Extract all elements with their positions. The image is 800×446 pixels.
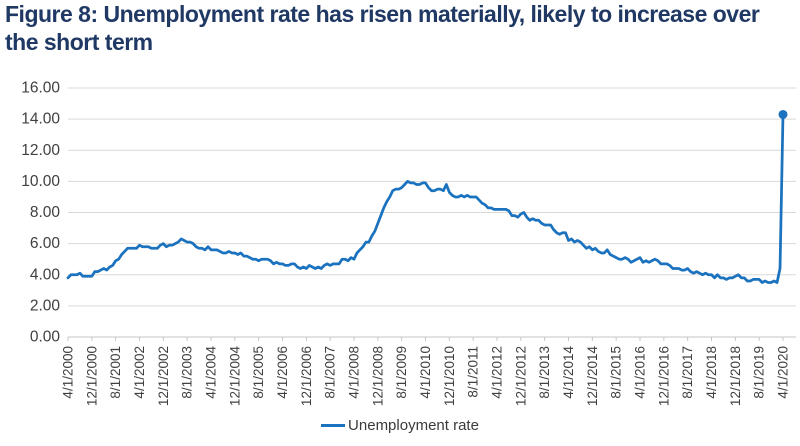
y-axis-tick-label: 12.00 [21, 142, 60, 159]
x-axis-tick-label: 12/1/2014 [585, 346, 600, 407]
y-axis-tick-label: 0.00 [30, 329, 61, 346]
x-axis-tick-label: 12/1/2016 [656, 346, 671, 406]
x-axis-tick-label: 8/1/2005 [251, 346, 266, 399]
legend-line-swatch [321, 424, 346, 427]
x-axis-tick-label: 8/1/2017 [680, 346, 695, 399]
x-axis-tick-label: 8/1/2019 [752, 346, 767, 399]
x-axis-tick-label: 4/1/2016 [633, 346, 648, 399]
y-axis-tick-label: 6.00 [30, 235, 61, 252]
x-axis-tick-label: 8/1/2001 [108, 346, 123, 399]
last-point-marker [778, 109, 788, 119]
y-axis-tick-label: 2.00 [30, 297, 61, 314]
x-axis-tick-label: 4/1/2004 [204, 346, 219, 399]
y-axis-tick-label: 16.00 [21, 80, 60, 97]
figure-title: Figure 8: Unemployment rate has risen ma… [5, 1, 760, 55]
chart-legend: Unemployment rate [0, 417, 800, 434]
y-axis-tick-label: 4.00 [30, 266, 61, 283]
x-axis-tick-label: 4/1/2000 [61, 346, 76, 399]
x-axis-tick-label: 4/1/2012 [490, 346, 505, 399]
x-axis-tick-label: 4/1/2006 [275, 346, 290, 399]
x-axis-tick-label: 4/1/2002 [132, 346, 147, 399]
y-axis-tick-label: 14.00 [21, 111, 60, 128]
x-axis-tick-label: 12/1/2018 [728, 346, 743, 406]
x-axis-tick-label: 12/1/2004 [227, 346, 242, 407]
x-axis-tick-label: 4/1/2018 [704, 346, 719, 399]
x-axis-tick-label: 4/1/2014 [561, 346, 576, 399]
x-axis-tick-label: 8/1/2013 [537, 346, 552, 399]
x-axis-tick-label: 8/1/2007 [323, 346, 338, 399]
x-axis-tick-label: 4/1/2020 [776, 346, 791, 399]
x-axis-tick-label: 8/1/2015 [609, 346, 624, 399]
x-axis-tick-label: 12/1/2010 [442, 346, 457, 406]
unemployment-rate-line-chart: 0.00 2.00 4.00 6.00 8.00 10.00 12.00 14.00 16.00… [21, 80, 796, 407]
x-axis-tick-label: 8/1/2011 [466, 346, 481, 398]
y-axis-tick-label: 10.00 [21, 173, 60, 190]
x-axis-tick-label: 12/1/2006 [299, 346, 314, 406]
x-axis-tick-label: 12/1/2012 [513, 346, 528, 406]
legend-label: Unemployment rate [348, 417, 479, 434]
x-axis-tick-label: 4/1/2010 [418, 346, 433, 399]
x-axis-tick-label: 12/1/2002 [156, 346, 171, 406]
x-axis-tick-label: 8/1/2003 [180, 346, 195, 399]
unemployment-rate-line [66, 113, 785, 284]
x-axis-tick-label: 4/1/2008 [347, 346, 362, 399]
x-axis-tick-label: 12/1/2008 [370, 346, 385, 406]
x-axis-tick-label: 8/1/2009 [394, 346, 409, 399]
x-axis-tick-label: 12/1/2000 [84, 346, 99, 406]
y-axis-tick-label: 8.00 [30, 204, 61, 221]
